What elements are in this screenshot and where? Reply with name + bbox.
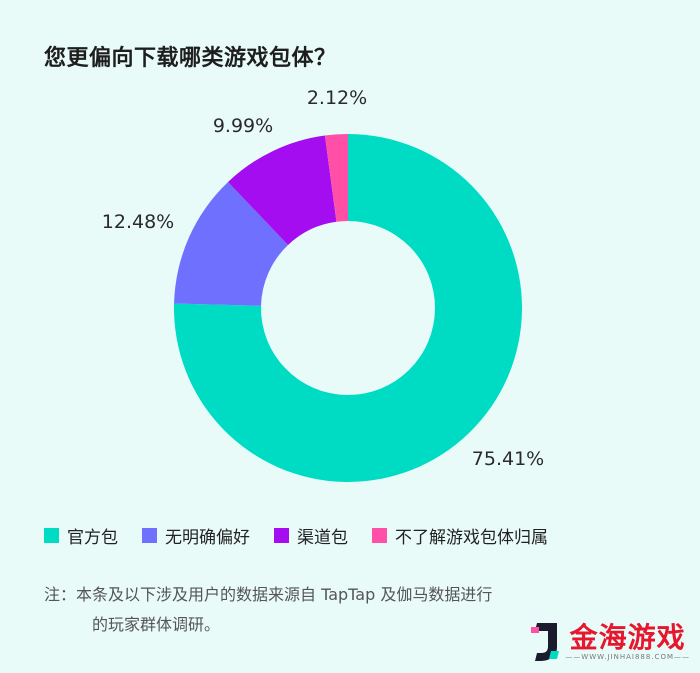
legend-item-channel: 渠道包 [274, 523, 348, 548]
slice-official [174, 134, 522, 483]
legend-label-channel: 渠道包 [297, 528, 348, 548]
legend-item-official: 官方包 [44, 523, 118, 548]
legend-swatch-official [44, 528, 59, 543]
data-label-no-preference: 12.48% [102, 211, 174, 233]
watermark-logo: 金海游戏 ——WWW.JINHAI888.COM—— [527, 621, 690, 663]
data-label-unknown: 2.12% [307, 87, 367, 109]
legend-swatch-channel [274, 528, 289, 543]
slice-unknown [324, 134, 348, 222]
slice-no-preference [174, 181, 289, 306]
watermark-url: ——WWW.JINHAI888.COM—— [565, 653, 690, 661]
legend-swatch-unknown [372, 528, 387, 543]
legend-item-unknown: 不了解游戏包体归属 [372, 523, 548, 548]
data-label-official: 75.41% [472, 448, 544, 470]
chart-title: 您更偏向下载哪类游戏包体？ [44, 46, 337, 71]
source-note-line-2: 的玩家群体调研。 [92, 615, 221, 634]
legend-swatch-no-preference [142, 528, 157, 543]
data-label-channel: 9.99% [213, 115, 273, 137]
donut-chart: 75.41% 12.48% 9.99% 2.12% [102, 87, 544, 483]
legend-label-unknown: 不了解游戏包体归属 [395, 528, 548, 548]
legend-item-no-preference: 无明确偏好 [142, 523, 250, 548]
source-note: 注：本条及以下涉及用户的数据来源自 TapTap 及伽马数据进行 的玩家群体调研… [44, 580, 664, 640]
source-note-line-1: 注：本条及以下涉及用户的数据来源自 TapTap 及伽马数据进行 [44, 585, 493, 604]
legend-label-no-preference: 无明确偏好 [165, 528, 250, 548]
slice-channel [228, 135, 337, 245]
watermark-name: 金海游戏 [569, 621, 686, 654]
legend: 官方包 无明确偏好 渠道包 不了解游戏包体归属 [44, 523, 572, 548]
logo-j-icon [531, 623, 560, 661]
legend-label-official: 官方包 [67, 528, 118, 548]
